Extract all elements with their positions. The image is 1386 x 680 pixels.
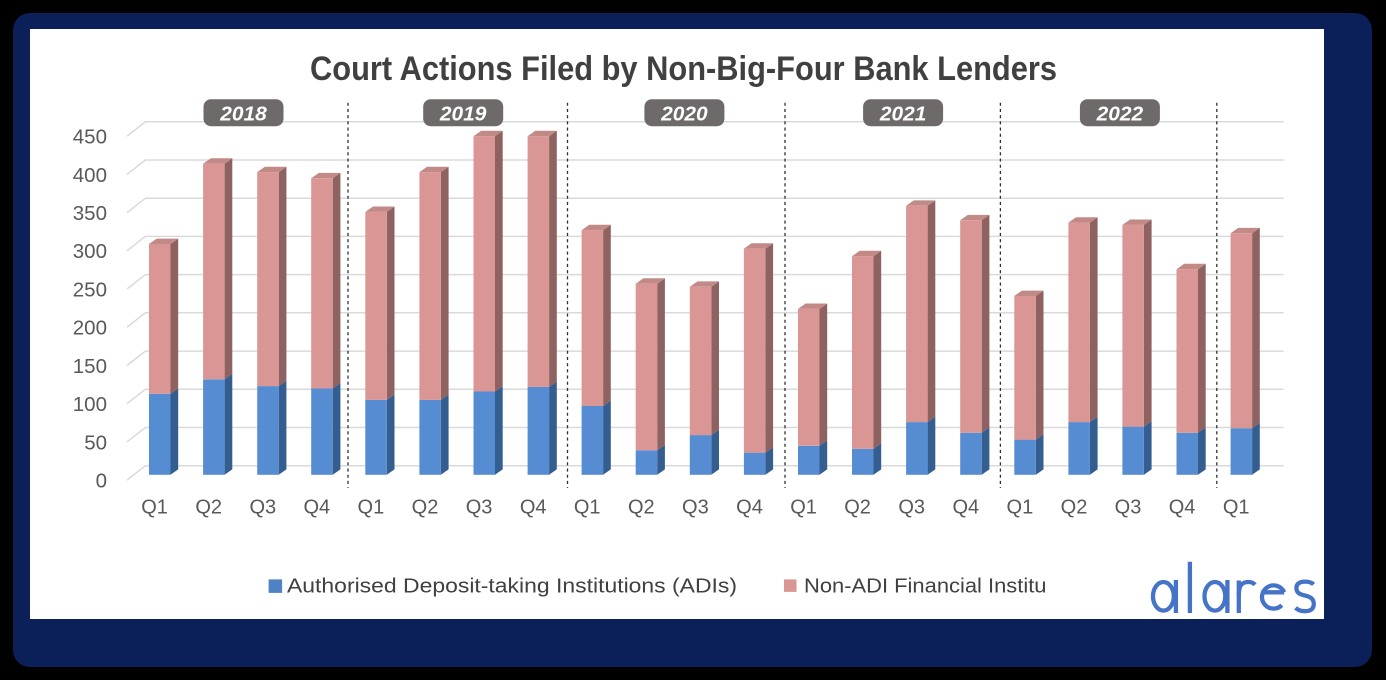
svg-text:Q3: Q3 — [898, 496, 925, 518]
svg-text:400: 400 — [73, 164, 107, 187]
svg-text:Q1: Q1 — [1223, 496, 1250, 518]
svg-text:Q4: Q4 — [520, 496, 547, 518]
svg-text:100: 100 — [73, 393, 107, 416]
svg-text:Q2: Q2 — [844, 496, 871, 518]
svg-text:Q1: Q1 — [141, 496, 168, 518]
svg-text:Q1: Q1 — [574, 496, 601, 518]
svg-text:Q4: Q4 — [952, 496, 979, 518]
svg-text:2018: 2018 — [219, 103, 267, 125]
svg-text:Q2: Q2 — [1061, 496, 1088, 518]
svg-text:Q3: Q3 — [1115, 496, 1142, 518]
svg-text:Court Actions Filed by Non-Big: Court Actions Filed by Non-Big-Four Bank… — [310, 50, 1057, 88]
svg-text:Q1: Q1 — [790, 496, 817, 518]
svg-text:200: 200 — [73, 317, 107, 340]
svg-text:2021: 2021 — [879, 103, 927, 125]
svg-text:2022: 2022 — [1096, 103, 1144, 125]
svg-text:Authorised Deposit-taking Inst: Authorised Deposit-taking Institutions (… — [287, 574, 737, 597]
svg-text:Q4: Q4 — [1169, 496, 1196, 518]
svg-text:2020: 2020 — [660, 103, 708, 125]
svg-text:Non-ADI Financial Institu: Non-ADI Financial Institu — [804, 574, 1047, 597]
svg-text:250: 250 — [73, 278, 107, 301]
svg-text:2019: 2019 — [439, 103, 487, 125]
svg-text:Q1: Q1 — [358, 496, 385, 518]
svg-text:Q3: Q3 — [682, 496, 709, 518]
svg-text:0: 0 — [96, 470, 107, 493]
svg-text:Q4: Q4 — [303, 496, 330, 518]
svg-text:Q3: Q3 — [466, 496, 493, 518]
svg-text:Q1: Q1 — [1007, 496, 1034, 518]
svg-text:Q2: Q2 — [628, 496, 655, 518]
svg-text:450: 450 — [73, 126, 107, 149]
svg-text:Q2: Q2 — [195, 496, 222, 518]
svg-text:Q4: Q4 — [736, 496, 763, 518]
svg-text:50: 50 — [84, 431, 107, 454]
svg-text:350: 350 — [73, 202, 107, 225]
svg-text:300: 300 — [73, 240, 107, 263]
svg-text:150: 150 — [73, 355, 107, 378]
svg-text:Q3: Q3 — [249, 496, 276, 518]
svg-text:Q2: Q2 — [412, 496, 439, 518]
